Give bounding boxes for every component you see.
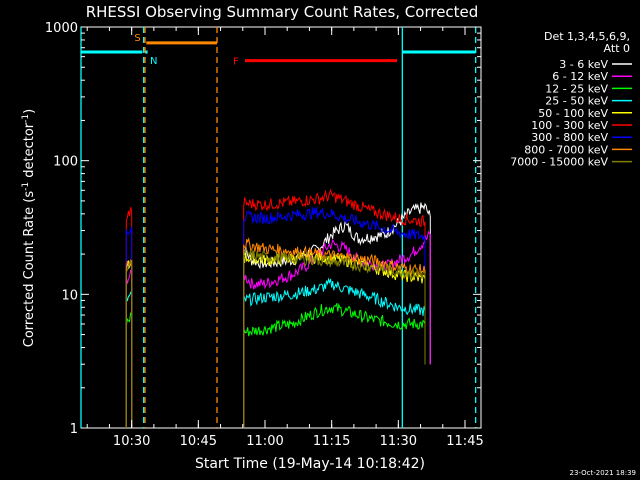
series-line (125, 291, 133, 428)
y-axis-label-mid: detector (22, 122, 37, 182)
legend-item-label: 50 - 100 keV (538, 107, 608, 120)
series-line (243, 188, 426, 428)
y-axis-label-end: ) (22, 109, 37, 114)
series-line (243, 251, 426, 428)
plot-frame (80, 26, 482, 429)
series-line (125, 260, 133, 428)
y-tick-label: 1000 (45, 21, 78, 36)
series-line (125, 207, 133, 428)
legend-item-label: 800 - 7000 keV (524, 143, 608, 156)
legend-item-label: 25 - 50 keV (545, 95, 608, 108)
series-line (243, 207, 426, 428)
axis-ticks: 1 10 100 1000 10:30 10:45 11:00 11:15 11:30 11:45 (45, 21, 484, 449)
plot-axes (80, 26, 482, 429)
y-axis-label-main: Corrected Count Rate (s (22, 191, 37, 348)
series-line (125, 258, 133, 428)
series-line (125, 260, 133, 428)
series-line (243, 277, 426, 428)
legend-item-label: 100 - 300 keV (531, 119, 608, 132)
series-line (125, 226, 133, 428)
series-line (243, 302, 426, 428)
x-axis-label: Start Time (19-May-14 10:18:42) (195, 456, 425, 472)
legend-item-label: 6 - 12 keV (552, 70, 608, 83)
legend-item-label: 3 - 6 keV (559, 58, 608, 71)
y-axis-label: Corrected Count Rate (s-1 detector-1) (21, 109, 37, 347)
x-tick-label: 10:30 (113, 434, 150, 449)
x-tick-label: 11:45 (446, 434, 483, 449)
x-tick-label: 11:30 (380, 434, 417, 449)
y-axis-label-sup2: -1 (21, 114, 31, 123)
flag-label: S (134, 33, 140, 44)
series-lines (125, 188, 431, 428)
y-axis-label-sup1: -1 (21, 182, 31, 191)
x-tick-label: 11:15 (313, 434, 350, 449)
footer-timestamp: 23-Oct-2021 18:39 (570, 469, 636, 477)
series-line (243, 236, 426, 428)
legend-item-label: 7000 - 15000 keV (510, 156, 608, 169)
legend-header-line2: Att 0 (604, 42, 630, 55)
x-tick-label: 10:45 (180, 434, 217, 449)
flag-label: F (233, 57, 239, 68)
series-line (125, 312, 133, 428)
y-tick-label: 10 (61, 288, 78, 303)
series-line (243, 230, 431, 428)
series-line (243, 249, 426, 428)
legend-item-label: 300 - 800 keV (531, 131, 608, 144)
x-tick-label: 11:00 (246, 434, 283, 449)
flag-label: N (150, 56, 157, 67)
y-tick-label: 1 (70, 422, 78, 437)
vertical-markers (80, 27, 477, 428)
chart-title: RHESSI Observing Summary Count Rates, Co… (86, 3, 479, 21)
legend-item-label: 12 - 25 keV (545, 82, 608, 95)
y-tick-label: 100 (53, 155, 78, 170)
legend-header-line1: Det 1,3,4,5,6,9, (544, 30, 630, 43)
series-line (125, 261, 133, 428)
flag-bars: S N F (81, 33, 476, 68)
